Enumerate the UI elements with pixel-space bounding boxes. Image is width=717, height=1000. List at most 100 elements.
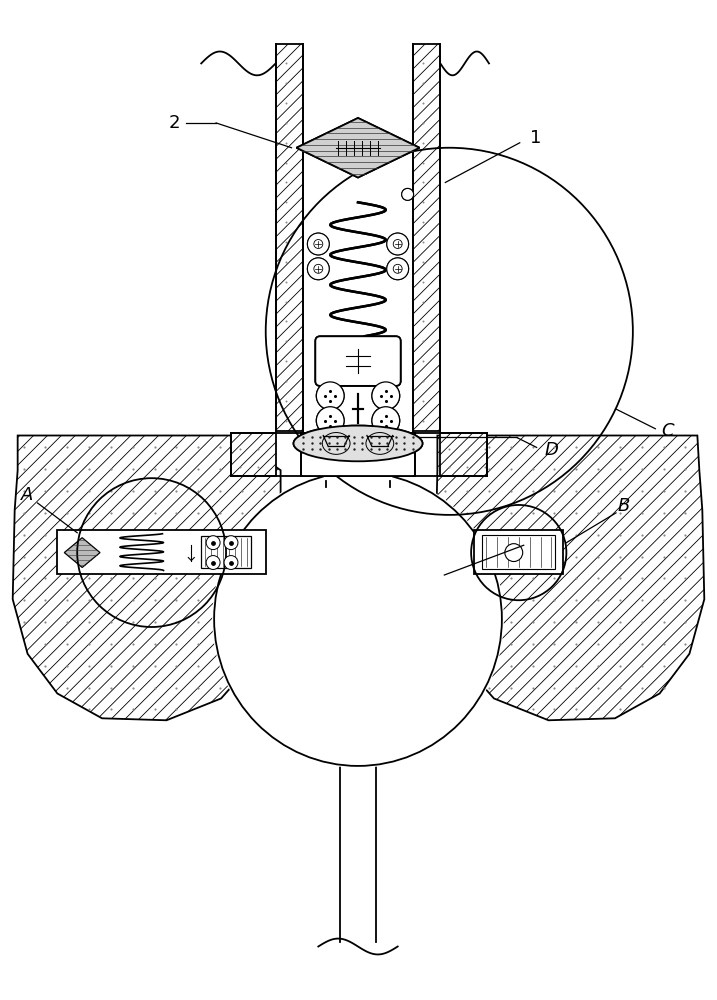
Point <box>527 592 538 608</box>
Point <box>193 483 204 499</box>
Point <box>549 527 560 543</box>
Point <box>280 174 291 190</box>
Point <box>171 439 182 455</box>
Point <box>258 527 270 543</box>
Point <box>527 439 538 455</box>
Point <box>18 527 29 543</box>
Point <box>381 441 393 457</box>
Polygon shape <box>412 44 440 431</box>
Point <box>592 592 604 608</box>
Point <box>62 658 73 674</box>
Point <box>505 483 516 499</box>
Point <box>444 441 455 457</box>
Point <box>592 636 604 652</box>
Point <box>614 680 626 696</box>
Circle shape <box>308 233 329 255</box>
Point <box>680 461 691 477</box>
Point <box>18 614 29 630</box>
Bar <box>57 530 266 574</box>
Point <box>105 592 117 608</box>
Circle shape <box>372 382 399 410</box>
Point <box>214 461 226 477</box>
Point <box>636 549 647 565</box>
Point <box>280 413 291 429</box>
Point <box>592 483 604 499</box>
Point <box>149 505 161 521</box>
Polygon shape <box>297 118 419 178</box>
Point <box>380 383 391 399</box>
Circle shape <box>206 556 220 569</box>
Bar <box>303 433 412 476</box>
Point <box>365 441 376 457</box>
Point <box>380 393 391 409</box>
Point <box>280 214 291 230</box>
Point <box>680 614 691 630</box>
Point <box>39 658 51 674</box>
Ellipse shape <box>214 472 502 766</box>
Point <box>83 549 95 565</box>
Point <box>83 439 95 455</box>
Point <box>390 441 402 457</box>
Point <box>18 592 29 608</box>
Point <box>298 435 309 451</box>
Point <box>323 441 334 457</box>
Point <box>375 388 386 404</box>
Point <box>62 680 73 696</box>
Point <box>417 353 428 369</box>
Point <box>381 429 393 445</box>
Point <box>407 435 418 451</box>
Point <box>171 680 182 696</box>
Ellipse shape <box>212 470 504 768</box>
Point <box>571 505 582 521</box>
Point <box>193 461 204 477</box>
Point <box>62 461 73 477</box>
Point <box>340 435 351 451</box>
Point <box>483 636 495 652</box>
Point <box>105 549 117 565</box>
Point <box>105 701 117 717</box>
Point <box>614 614 626 630</box>
Point <box>348 429 359 445</box>
Point <box>636 614 647 630</box>
Point <box>505 570 516 586</box>
Circle shape <box>314 240 323 248</box>
Point <box>444 459 455 475</box>
Point <box>440 483 451 499</box>
Point <box>483 592 495 608</box>
Point <box>527 701 538 717</box>
Point <box>390 429 402 445</box>
Point <box>214 614 226 630</box>
Point <box>39 592 51 608</box>
Point <box>105 658 117 674</box>
Point <box>193 527 204 543</box>
Bar <box>201 536 251 568</box>
Point <box>18 483 29 499</box>
Point <box>505 658 516 674</box>
Point <box>462 592 473 608</box>
Point <box>325 393 336 409</box>
Point <box>207 535 219 551</box>
Point <box>462 570 473 586</box>
Point <box>62 439 73 455</box>
Point <box>614 701 626 717</box>
Point <box>331 429 343 445</box>
Point <box>417 95 428 111</box>
Point <box>83 483 95 499</box>
Point <box>407 429 418 445</box>
Text: D: D <box>544 441 559 459</box>
Point <box>614 636 626 652</box>
Point <box>462 527 473 543</box>
Point <box>105 614 117 630</box>
Point <box>356 429 368 445</box>
Point <box>236 636 247 652</box>
Circle shape <box>393 264 402 273</box>
Point <box>127 439 138 455</box>
Point <box>39 614 51 630</box>
Point <box>527 461 538 477</box>
Point <box>658 549 670 565</box>
Point <box>280 254 291 270</box>
Point <box>193 658 204 674</box>
Point <box>171 636 182 652</box>
Point <box>258 570 270 586</box>
Point <box>127 483 138 499</box>
